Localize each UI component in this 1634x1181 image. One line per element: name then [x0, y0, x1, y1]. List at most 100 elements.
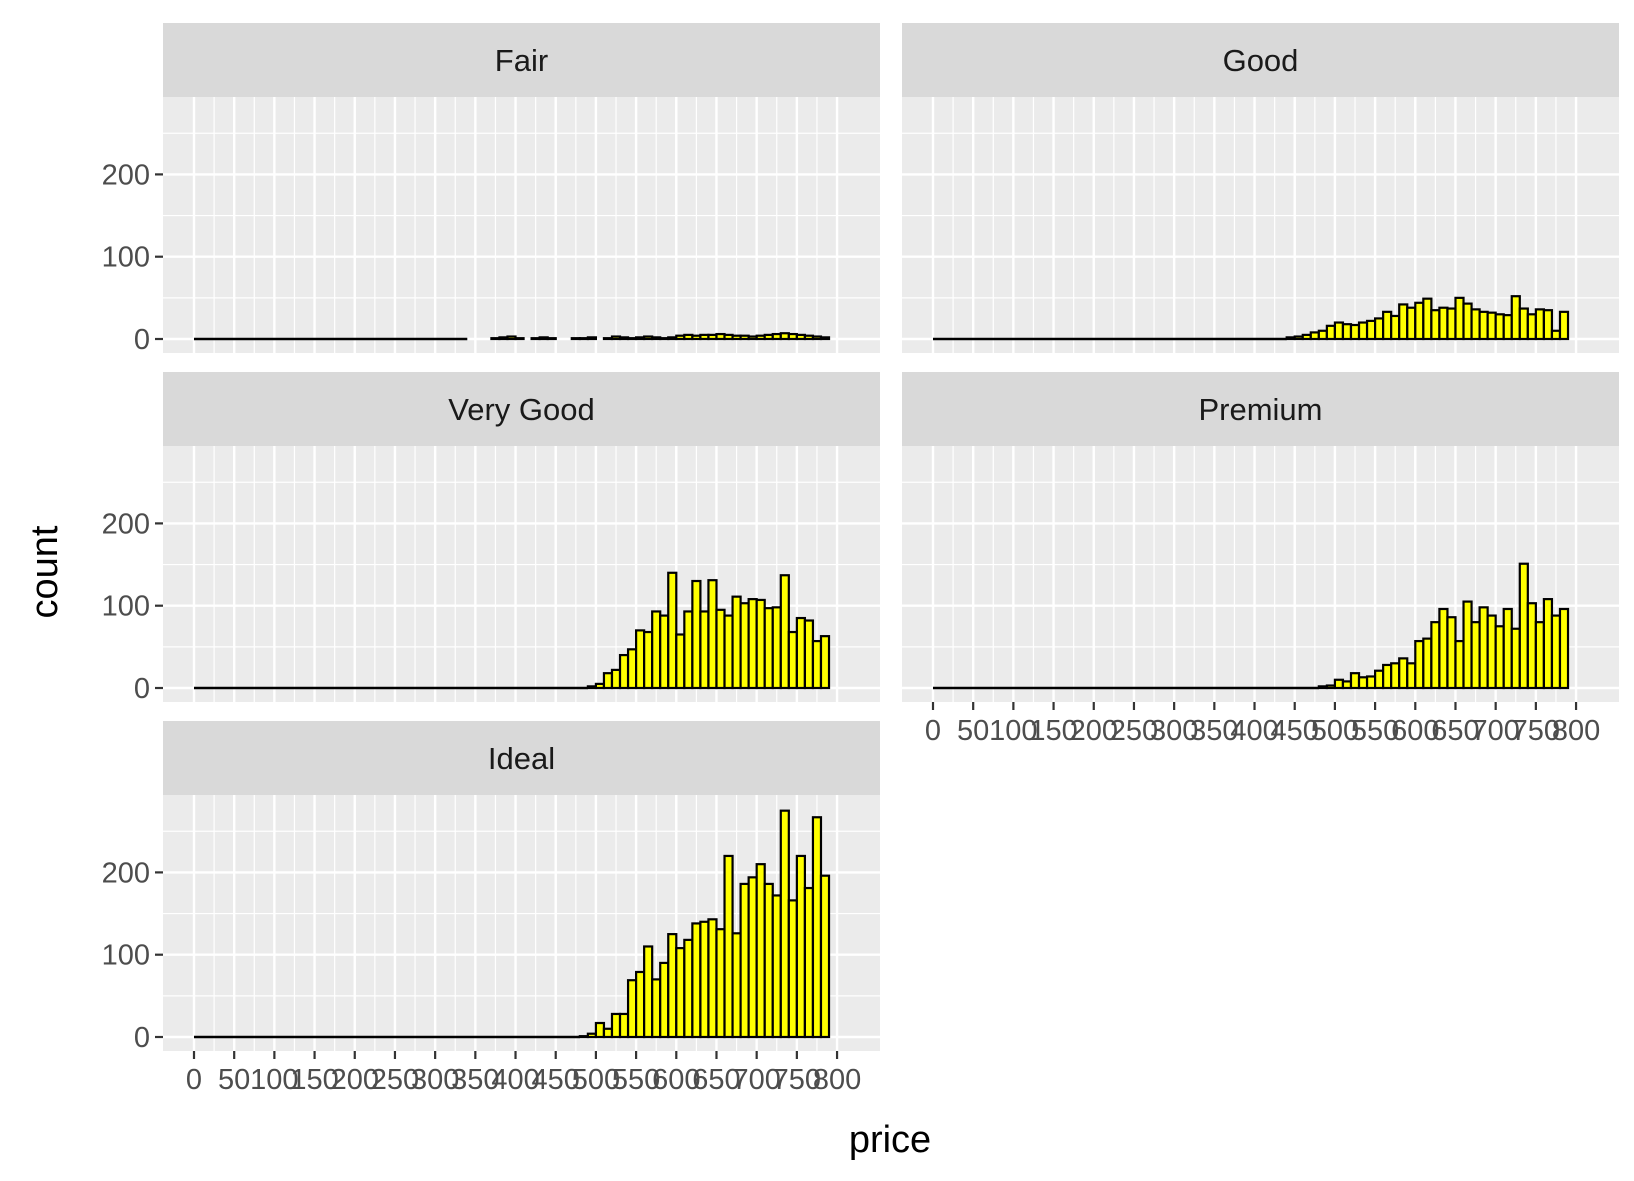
facet-panel-premium: Premium 0 50 100150200250300350400450500550…: [902, 372, 1619, 747]
histogram-bar: [811, 335, 823, 341]
x-tick-label: 150: [1029, 715, 1077, 747]
x-tick-label: 800: [1552, 715, 1600, 747]
histogram-bar: [1446, 307, 1457, 341]
facet-strip-label: Good: [1223, 43, 1299, 78]
histogram-bar: [586, 336, 598, 341]
histogram-bar: [610, 1012, 622, 1039]
histogram-bar: [651, 336, 662, 341]
histogram-bars: [933, 562, 1570, 690]
histogram-bar: [1486, 614, 1497, 690]
histogram-bar: [1478, 310, 1489, 341]
x-tick-label: 100: [989, 715, 1037, 747]
histogram-bar: [1333, 678, 1345, 690]
histogram-bar: [1390, 314, 1401, 341]
histogram-bar: [1317, 685, 1328, 690]
histogram-bar: [707, 333, 718, 341]
histogram-bar: [1550, 614, 1562, 690]
histogram-bar: [819, 336, 831, 341]
histogram-bar: [643, 945, 654, 1039]
x-tick-label: 650: [692, 1064, 740, 1096]
y-tick-label: 200: [102, 857, 150, 889]
histogram-bar: [1478, 606, 1489, 690]
histogram-bar: [747, 598, 758, 690]
x-tick-label: 350: [1190, 715, 1238, 747]
histogram-bar: [602, 337, 614, 341]
facet-strip: [902, 372, 1619, 446]
histogram-bar: [675, 947, 686, 1039]
y-tick-label: 0: [134, 673, 150, 705]
histogram-bar: [1486, 311, 1497, 341]
histogram-bar: [795, 616, 807, 690]
histogram-bar: [1382, 310, 1393, 341]
histogram-bar: [1422, 637, 1433, 690]
histogram-bar: [626, 648, 638, 690]
histogram-bar: [1374, 669, 1385, 690]
histogram-bar: [771, 606, 782, 690]
histogram-bar: [787, 899, 798, 1039]
histogram-bar: [618, 336, 630, 341]
facet-strip-label: Very Good: [448, 392, 594, 427]
histogram-bar: [1349, 672, 1361, 690]
histogram-bar: [763, 607, 774, 690]
histogram-bar: [1333, 321, 1345, 341]
histogram-bar: [1357, 676, 1369, 690]
histogram-bar: [1550, 329, 1562, 341]
histogram-bar: [1398, 657, 1409, 690]
histogram-bar: [1349, 323, 1361, 341]
histogram-bar: [506, 335, 517, 341]
histogram-bar: [723, 854, 734, 1039]
histogram-bar: [1422, 297, 1433, 341]
histogram-bar: [715, 928, 726, 1039]
x-tick-label: 600: [1391, 715, 1439, 747]
histogram-bar: [635, 970, 646, 1039]
histogram-bar: [675, 633, 686, 690]
facet-strip-label: Ideal: [488, 741, 555, 776]
histogram-bar: [723, 333, 734, 341]
histogram-bar: [739, 602, 750, 690]
histogram-bar: [635, 336, 646, 341]
histogram-bar: [643, 335, 654, 341]
histogram-bar: [675, 334, 686, 341]
histogram-bar: [626, 337, 638, 341]
x-tick-label: 700: [1471, 715, 1519, 747]
histogram-bar: [659, 614, 670, 690]
histogram-bar: [514, 337, 525, 341]
histogram-bar: [1494, 625, 1505, 690]
histogram-bar: [795, 333, 807, 341]
y-tick-label: 0: [134, 1022, 150, 1054]
x-tick-label: 550: [612, 1064, 660, 1096]
histogram-bar: [1325, 684, 1337, 690]
histogram-bar: [1502, 314, 1513, 341]
histogram-bar: [1374, 317, 1385, 341]
facet-strip-label: Premium: [1198, 392, 1322, 427]
histogram-bar: [546, 337, 557, 341]
x-tick-label: 50: [957, 715, 989, 747]
histogram-bar: [1470, 621, 1481, 690]
histogram-bar: [811, 816, 823, 1039]
histogram-bar: [747, 335, 758, 341]
histogram-bar: [659, 337, 670, 341]
histogram-bar: [787, 630, 798, 690]
histogram-bar: [1325, 324, 1337, 341]
x-tick-label: 250: [1110, 715, 1158, 747]
histogram-bar: [787, 332, 798, 341]
histogram-bar: [1558, 607, 1570, 690]
histogram-bar: [715, 608, 726, 690]
x-tick-label: 800: [813, 1064, 861, 1096]
histogram-bar: [570, 337, 581, 341]
histogram-bar: [1398, 303, 1409, 341]
histogram-bar: [731, 595, 742, 690]
histogram-bar: [1534, 621, 1546, 690]
histogram-bar: [1454, 639, 1465, 690]
histogram-bar: [1526, 313, 1537, 341]
x-tick-label: 750: [1512, 715, 1560, 747]
y-tick-label: 100: [102, 940, 150, 972]
y-tick-label: 100: [102, 242, 150, 274]
histogram-bar: [635, 629, 646, 690]
histogram-bar: [1406, 306, 1417, 341]
histogram-bar: [1309, 331, 1320, 341]
histogram-bar: [1534, 308, 1546, 341]
histogram-bar: [723, 614, 734, 690]
histogram-bar: [618, 1012, 630, 1039]
